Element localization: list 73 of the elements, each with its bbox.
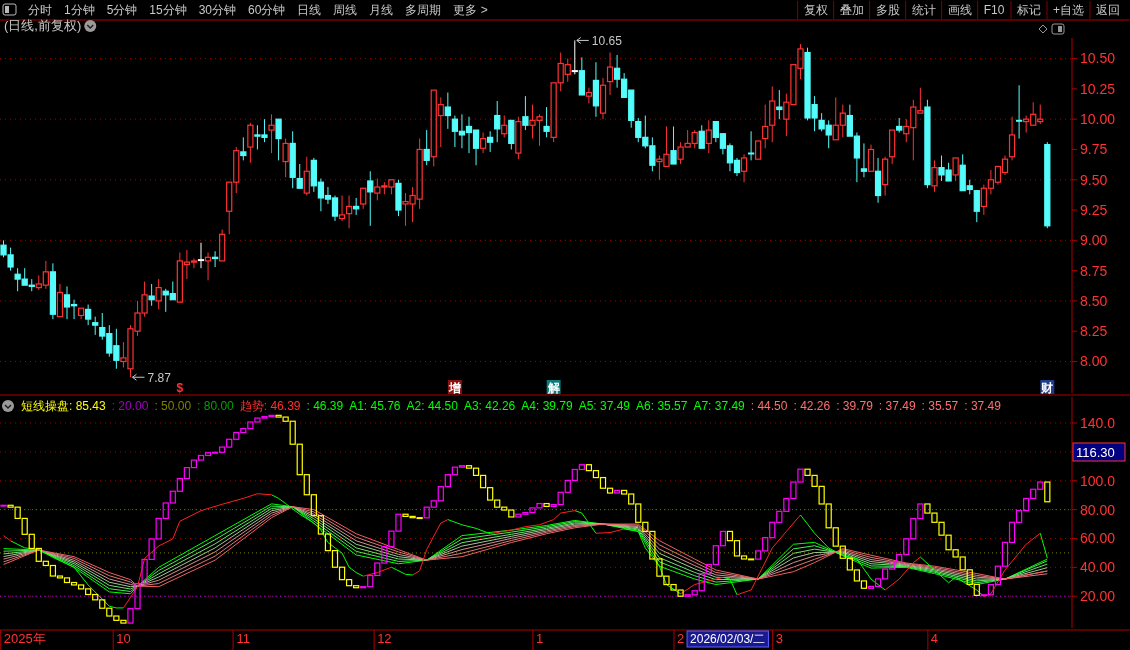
x-tick-label: 2025年 [3, 631, 46, 646]
y-tick-label: 9.00 [1080, 232, 1108, 249]
y-tick-label: 10.50 [1080, 50, 1116, 67]
y-tick-label: 40.00 [1080, 559, 1116, 576]
annotation: : 37.49 [878, 399, 916, 413]
ref-line-label: : 80.00 [197, 399, 235, 413]
ref-line-label: : 20.00 [111, 399, 149, 413]
x-tick-label: 3 [775, 631, 783, 646]
annotation: A5: 37.49 [578, 399, 631, 413]
text: 标记 [1015, 3, 1041, 17]
y-tick-label: 10.00 [1080, 111, 1116, 128]
annotation: A1: 45.76 [349, 399, 401, 413]
y-tick-label: 8.75 [1080, 262, 1108, 279]
x-tick-label: 11 [236, 631, 251, 646]
y-tick-label: 10.25 [1080, 80, 1116, 97]
text: +自选 [1052, 3, 1085, 17]
text: 画线 [947, 3, 972, 17]
x-tick-label: 10 [116, 631, 131, 646]
x-tick-label: 4 [930, 631, 939, 646]
text: 116.30 [1076, 445, 1115, 460]
annotation: 财 [1040, 381, 1054, 395]
text: 多周期 [405, 3, 442, 17]
y-tick-label: 8.25 [1080, 323, 1108, 340]
annotation: : 46.39 [306, 399, 344, 413]
annotation: A7: 37.49 [693, 399, 746, 413]
y-tick-label: 80.00 [1080, 501, 1116, 518]
annotation: 短线操盘: 85.43 [21, 399, 107, 413]
y-tick-label: 140.0 [1080, 414, 1116, 431]
x-tick-label: 1 [535, 631, 544, 646]
chart-title: (日线,前复权) [4, 18, 82, 33]
text: 5分钟 [106, 3, 138, 17]
annotation: : 35.57 [921, 399, 959, 413]
text: 月线 [369, 3, 394, 17]
annotation: : 42.26 [793, 399, 831, 413]
text: 更多 > [453, 3, 488, 17]
text: 2026/02/03/二 [690, 632, 766, 646]
y-tick-label: 9.50 [1080, 171, 1108, 188]
annotation: A2: 44.50 [406, 399, 459, 413]
text: F10 [983, 3, 1005, 17]
annotation: A6: 35.57 [636, 399, 688, 413]
annotation: 趋势: 46.39 [239, 399, 301, 413]
y-tick-label: 8.50 [1080, 292, 1108, 309]
text: 周线 [333, 3, 358, 17]
text: 叠加 [839, 3, 864, 17]
annotation: 增 [447, 381, 461, 395]
text: 返回 [1096, 3, 1120, 17]
y-tick-label: 8.00 [1080, 353, 1108, 370]
annotation: A3: 42.26 [463, 399, 516, 413]
text: 日线 [297, 3, 322, 17]
ref-line-label: : 50.00 [154, 399, 192, 413]
y-tick-label: 20.00 [1080, 588, 1116, 605]
text: 30分钟 [198, 3, 237, 17]
annotation: 10.65 [591, 34, 623, 49]
text: 15分钟 [149, 3, 187, 17]
x-tick-label: 2 [676, 631, 685, 646]
text: 1分钟 [64, 3, 95, 17]
annotation: $ [176, 381, 184, 395]
x-tick-label: 12 [377, 631, 392, 646]
text: 60分钟 [248, 3, 286, 17]
y-tick-label: 100.0 [1080, 472, 1116, 489]
text: 复权 [803, 3, 828, 17]
text: 分时 [28, 3, 52, 17]
annotation: : 44.50 [750, 399, 788, 413]
annotation: A4: 39.79 [521, 399, 573, 413]
y-tick-label: 9.75 [1080, 141, 1108, 158]
y-tick-label: 60.00 [1080, 530, 1116, 547]
text: 统计 [911, 3, 936, 17]
annotation: 解 [546, 381, 560, 395]
annotation: : 37.49 [964, 399, 1002, 413]
annotation: : 39.79 [836, 399, 874, 413]
y-tick-label: 9.25 [1080, 201, 1108, 218]
annotation: 7.87 [147, 371, 172, 386]
text: 多股 [875, 3, 900, 17]
